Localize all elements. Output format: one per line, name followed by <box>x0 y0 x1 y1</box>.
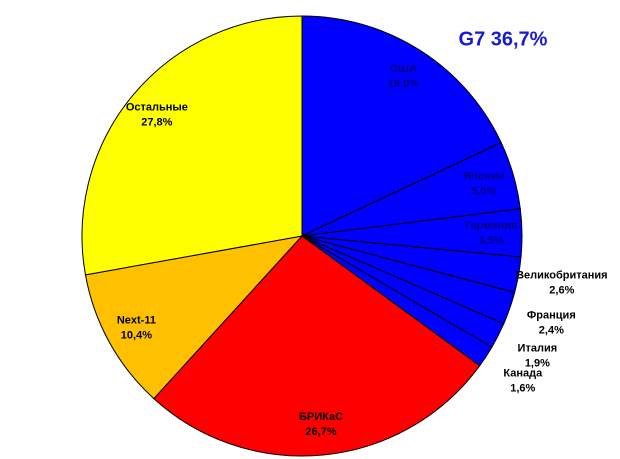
slice-value-label: 1,9% <box>525 358 550 370</box>
slice-value-label: 3,5% <box>479 235 504 247</box>
slice-label: США <box>390 63 417 75</box>
slice-value-label: 2,4% <box>539 325 564 337</box>
slice-value-label: 18,0% <box>388 78 419 90</box>
slice-label: Канада <box>503 368 543 380</box>
pie-slice <box>153 235 481 457</box>
slice-value-label: 2,6% <box>549 285 574 297</box>
pie-slice <box>301 15 502 237</box>
slice-label: Остальные <box>126 102 188 114</box>
slice-label: Германия <box>465 220 517 232</box>
slice-label: Италия <box>518 343 558 355</box>
pie-slice <box>81 15 303 276</box>
slice-value-label: 27,8% <box>141 117 172 129</box>
g7-annotation: G7 36,7% <box>459 28 548 50</box>
pie-slice <box>84 235 304 400</box>
slice-label: Next-11 <box>117 314 156 326</box>
slice-value-label: 5,0% <box>471 185 496 197</box>
slice-label: Великобритания <box>516 270 608 282</box>
slice-value-label: 26,7% <box>305 426 336 438</box>
slice-value-label: 10,4% <box>121 329 152 341</box>
slice-label: Франция <box>527 310 576 322</box>
slice-label: БРИКаС <box>299 411 343 423</box>
slice-label: Япония <box>463 170 504 182</box>
slice-value-label: 1,6% <box>510 383 535 395</box>
